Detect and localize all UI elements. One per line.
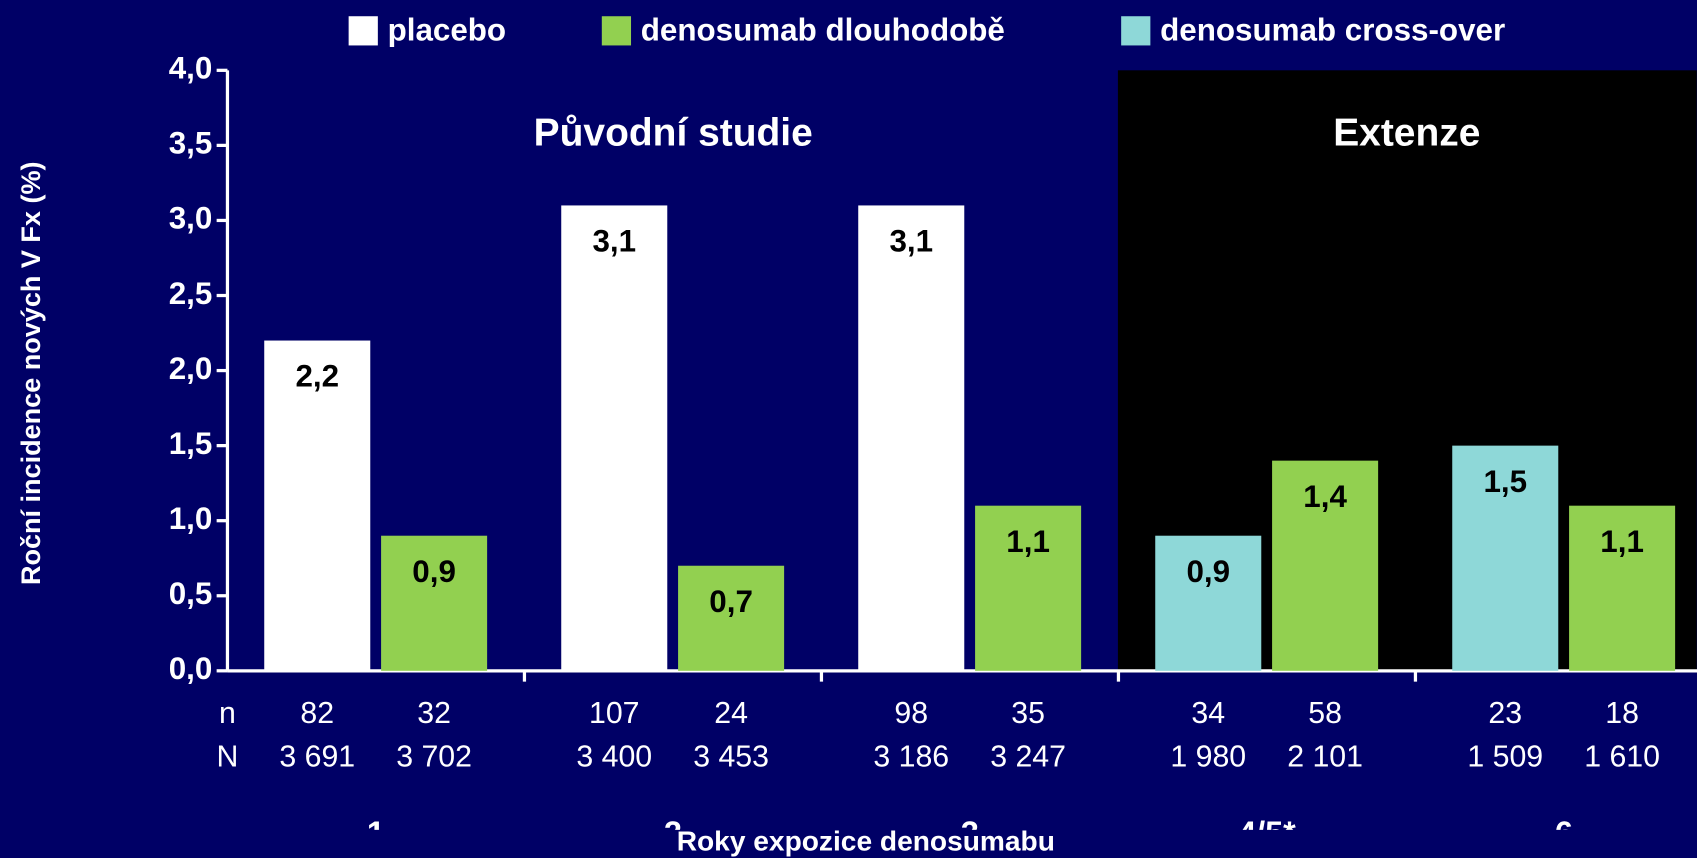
value-label: 1,1 xyxy=(1600,524,1644,559)
legend-label: denosumab dlouhodobě xyxy=(641,13,1005,48)
legend-label: placebo xyxy=(388,13,507,48)
y-tick-label: 2,5 xyxy=(169,276,213,311)
count-value: 1 980 xyxy=(1170,740,1246,773)
bar xyxy=(975,505,1082,671)
count-value: 3 186 xyxy=(873,740,949,773)
y-tick-label: 0,0 xyxy=(169,651,213,686)
count-row-label: n xyxy=(219,697,236,730)
annotation: Extenze xyxy=(1333,112,1480,155)
value-label: 1,5 xyxy=(1483,464,1527,499)
value-label: 1,1 xyxy=(1006,524,1050,559)
y-tick-label: 1,5 xyxy=(169,426,213,461)
bar xyxy=(1452,445,1559,671)
count-value: 82 xyxy=(300,697,334,730)
bar xyxy=(1155,535,1262,671)
bar xyxy=(264,340,371,671)
value-label: 3,1 xyxy=(889,224,933,259)
legend-label: denosumab cross-over xyxy=(1160,13,1505,48)
count-value: 2 101 xyxy=(1287,740,1363,773)
y-tick-label: 3,0 xyxy=(169,201,213,236)
bar xyxy=(678,565,785,671)
count-value: 1 509 xyxy=(1467,740,1543,773)
x-axis-title: Roky expozice denosumabu xyxy=(677,825,1055,856)
bar xyxy=(561,205,668,671)
y-axis-title: Roční incidence nových V Fx (%) xyxy=(16,161,46,585)
count-value: 3 247 xyxy=(990,740,1066,773)
legend-swatch xyxy=(601,16,632,46)
bar xyxy=(1272,460,1379,671)
count-value: 24 xyxy=(714,697,748,730)
x-title-backdrop xyxy=(0,829,1697,858)
value-label: 0,9 xyxy=(412,554,456,589)
count-value: 98 xyxy=(894,697,928,730)
legend-swatch xyxy=(1121,16,1151,46)
count-value: 34 xyxy=(1191,697,1225,730)
value-label: 2,2 xyxy=(295,359,339,394)
count-row-label: N xyxy=(217,740,239,773)
value-label: 0,7 xyxy=(709,584,753,619)
bar xyxy=(1569,505,1676,671)
y-tick-label: 3,5 xyxy=(169,126,213,161)
value-label: 0,9 xyxy=(1186,554,1230,589)
count-value: 107 xyxy=(589,697,640,730)
count-value: 35 xyxy=(1011,697,1045,730)
y-tick-label: 2,0 xyxy=(169,351,213,386)
count-value: 3 691 xyxy=(279,740,355,773)
count-value: 32 xyxy=(417,697,451,730)
count-value: 3 702 xyxy=(396,740,472,773)
bar xyxy=(858,205,965,671)
value-label: 3,1 xyxy=(592,224,636,259)
count-value: 1 610 xyxy=(1584,740,1660,773)
value-label: 1,4 xyxy=(1303,479,1347,514)
count-value: 23 xyxy=(1488,697,1522,730)
legend-swatch xyxy=(348,16,378,46)
y-tick-label: 4,0 xyxy=(169,51,213,86)
count-value: 3 453 xyxy=(693,740,769,773)
count-value: 58 xyxy=(1308,697,1342,730)
annotation: Původní studie xyxy=(534,112,813,155)
count-value: 3 400 xyxy=(576,740,652,773)
bar xyxy=(381,535,488,671)
y-tick-label: 0,5 xyxy=(169,576,213,611)
count-value: 18 xyxy=(1605,697,1639,730)
y-tick-label: 1,0 xyxy=(169,501,213,536)
